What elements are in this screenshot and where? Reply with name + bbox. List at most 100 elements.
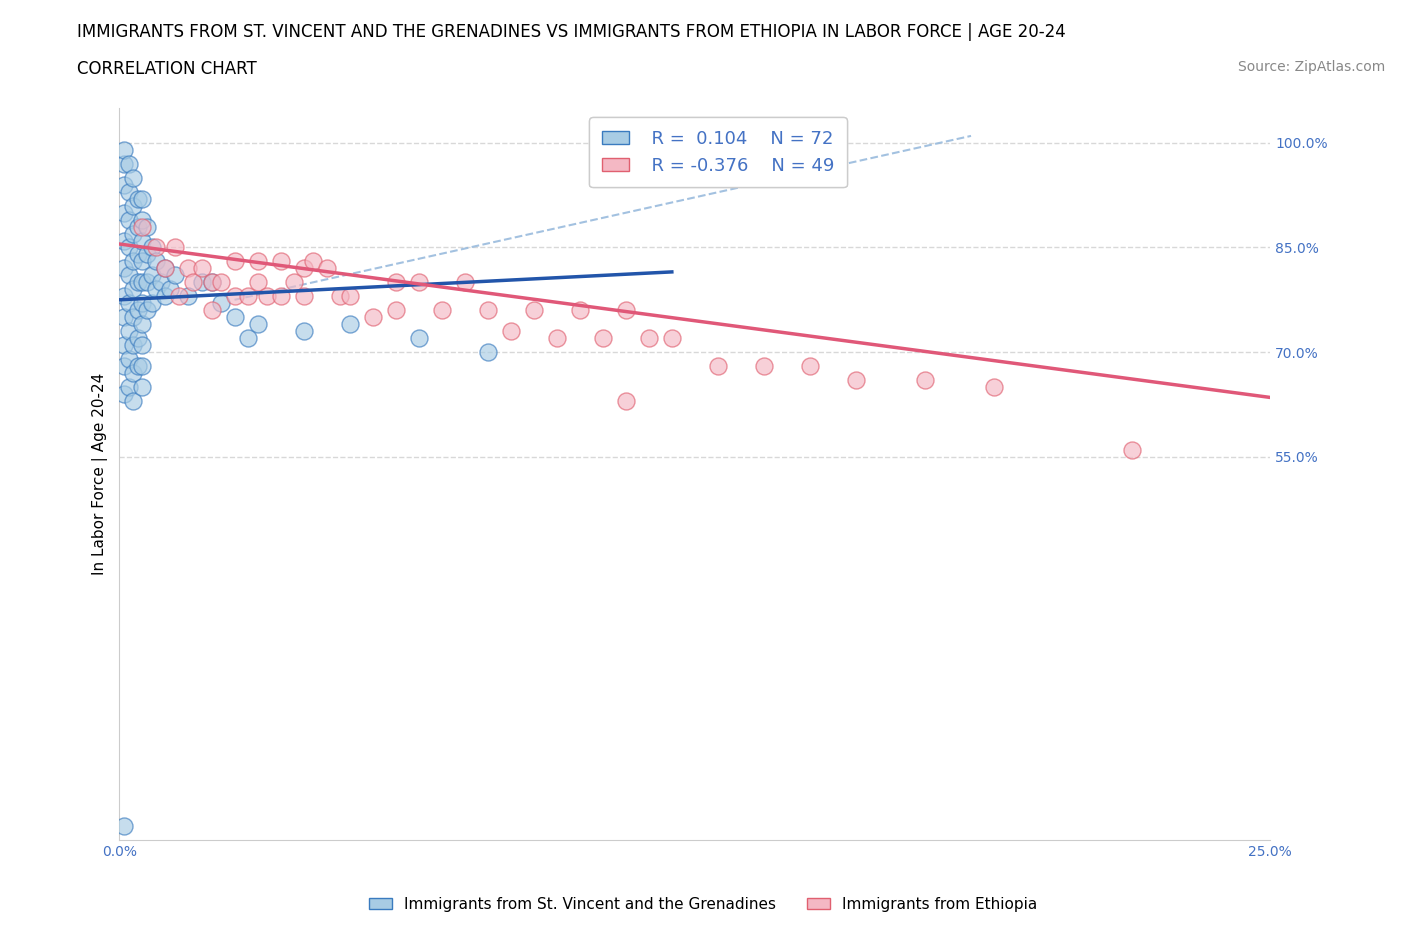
Point xyxy=(131,296,153,311)
Point xyxy=(238,289,260,304)
Point xyxy=(163,268,186,283)
Point xyxy=(637,331,659,346)
Point xyxy=(983,379,1005,394)
Point xyxy=(131,219,153,234)
Point xyxy=(112,387,135,402)
Point xyxy=(127,359,149,374)
Point xyxy=(131,317,153,332)
Point xyxy=(122,393,145,408)
Point xyxy=(329,289,352,304)
Point xyxy=(141,268,163,283)
Point xyxy=(384,303,406,318)
Point xyxy=(177,289,200,304)
Point xyxy=(127,331,149,346)
Point xyxy=(131,338,153,352)
Point xyxy=(246,317,269,332)
Point xyxy=(224,310,246,325)
Point xyxy=(177,261,200,276)
Point xyxy=(191,261,214,276)
Point xyxy=(408,275,430,290)
Point xyxy=(292,324,315,339)
Point xyxy=(112,233,135,248)
Point xyxy=(127,219,149,234)
Point xyxy=(122,198,145,213)
Point xyxy=(614,303,637,318)
Point xyxy=(131,359,153,374)
Point xyxy=(112,289,135,304)
Point xyxy=(122,338,145,352)
Point xyxy=(117,324,139,339)
Point xyxy=(112,142,135,157)
Point xyxy=(246,254,269,269)
Point xyxy=(149,275,172,290)
Text: IMMIGRANTS FROM ST. VINCENT AND THE GRENADINES VS IMMIGRANTS FROM ETHIOPIA IN LA: IMMIGRANTS FROM ST. VINCENT AND THE GREN… xyxy=(77,23,1066,41)
Point xyxy=(209,296,232,311)
Point xyxy=(131,275,153,290)
Point xyxy=(200,275,222,290)
Y-axis label: In Labor Force | Age 20-24: In Labor Force | Age 20-24 xyxy=(93,373,108,576)
Point xyxy=(145,282,167,297)
Point xyxy=(339,289,361,304)
Point xyxy=(122,282,145,297)
Text: CORRELATION CHART: CORRELATION CHART xyxy=(77,60,257,78)
Point xyxy=(430,303,453,318)
Point xyxy=(283,275,305,290)
Point xyxy=(117,212,139,227)
Point xyxy=(155,261,177,276)
Point xyxy=(238,331,260,346)
Point xyxy=(209,275,232,290)
Point xyxy=(112,338,135,352)
Point xyxy=(707,359,730,374)
Point xyxy=(136,247,159,262)
Point xyxy=(270,254,292,269)
Point xyxy=(661,331,683,346)
Point xyxy=(127,275,149,290)
Point xyxy=(592,331,614,346)
Point xyxy=(315,261,337,276)
Point xyxy=(224,254,246,269)
Point xyxy=(224,289,246,304)
Legend:   R =  0.104    N = 72,   R = -0.376    N = 49: R = 0.104 N = 72, R = -0.376 N = 49 xyxy=(589,117,846,187)
Point xyxy=(914,373,936,388)
Point xyxy=(141,296,163,311)
Point xyxy=(523,303,546,318)
Point xyxy=(384,275,406,290)
Point xyxy=(122,226,145,241)
Point xyxy=(270,289,292,304)
Point xyxy=(122,254,145,269)
Point xyxy=(117,379,139,394)
Point xyxy=(131,254,153,269)
Point xyxy=(112,310,135,325)
Point xyxy=(799,359,821,374)
Point xyxy=(408,331,430,346)
Point xyxy=(546,331,568,346)
Point xyxy=(136,275,159,290)
Point xyxy=(181,275,204,290)
Point xyxy=(200,303,222,318)
Point xyxy=(131,192,153,206)
Point xyxy=(145,254,167,269)
Point xyxy=(200,275,222,290)
Text: Source: ZipAtlas.com: Source: ZipAtlas.com xyxy=(1237,60,1385,74)
Point xyxy=(112,156,135,171)
Point xyxy=(301,254,323,269)
Point xyxy=(136,219,159,234)
Point xyxy=(145,240,167,255)
Point xyxy=(752,359,775,374)
Point xyxy=(361,310,384,325)
Point xyxy=(112,819,135,834)
Point xyxy=(477,303,499,318)
Point xyxy=(136,303,159,318)
Point xyxy=(122,310,145,325)
Point xyxy=(117,268,139,283)
Point xyxy=(163,240,186,255)
Legend: Immigrants from St. Vincent and the Grenadines, Immigrants from Ethiopia: Immigrants from St. Vincent and the Gren… xyxy=(363,891,1043,918)
Point xyxy=(169,289,191,304)
Point xyxy=(127,247,149,262)
Point xyxy=(845,373,868,388)
Point xyxy=(117,296,139,311)
Point xyxy=(614,393,637,408)
Point xyxy=(127,303,149,318)
Point xyxy=(155,261,177,276)
Point xyxy=(191,275,214,290)
